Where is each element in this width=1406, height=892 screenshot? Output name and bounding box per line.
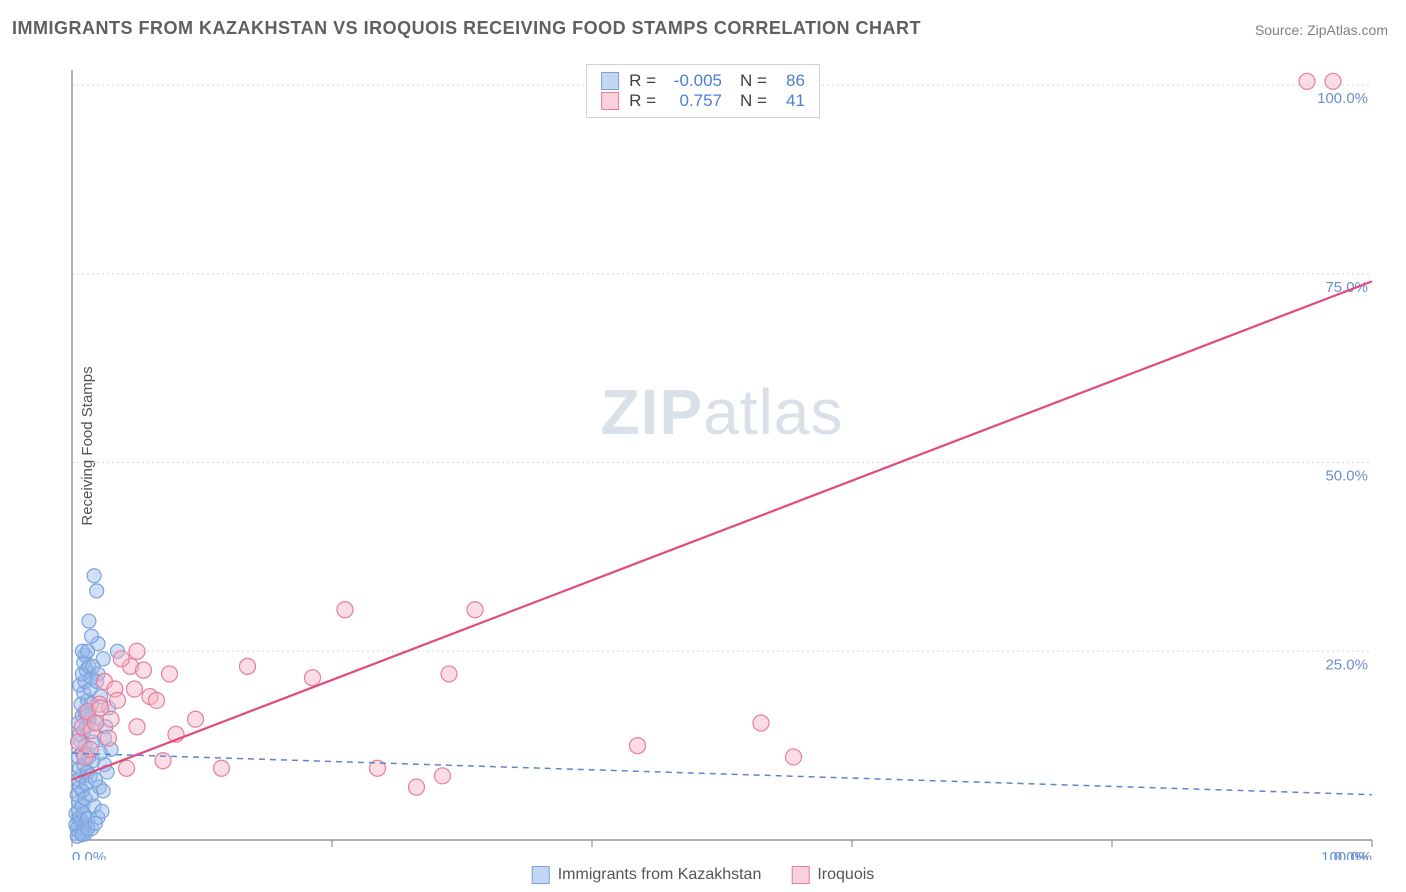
- bottom-legend-item-2: Iroquois: [791, 866, 874, 884]
- r-value-series2: 0.757: [666, 91, 722, 111]
- n-value-series2: 41: [777, 91, 805, 111]
- source-label: Source:: [1255, 22, 1303, 38]
- bottom-legend-item-1: Immigrants from Kazakhstan: [532, 866, 762, 884]
- legend-stats-box: R = -0.005 N = 86 R = 0.757 N = 41: [586, 64, 820, 118]
- source-attribution: Source: ZipAtlas.com: [1255, 22, 1388, 38]
- bottom-swatch-series1: [532, 866, 550, 884]
- r-label: R =: [629, 91, 656, 111]
- svg-text:50.0%: 50.0%: [1325, 468, 1368, 485]
- svg-text:25.0%: 25.0%: [1325, 656, 1368, 673]
- n-value-series1: 86: [777, 71, 805, 91]
- svg-text:100.0%: 100.0%: [1317, 90, 1368, 107]
- svg-text:75.0%: 75.0%: [1325, 279, 1368, 296]
- n-label: N =: [740, 91, 767, 111]
- bottom-legend: Immigrants from Kazakhstan Iroquois: [532, 866, 875, 884]
- r-value-series1: -0.005: [666, 71, 722, 91]
- bottom-swatch-series2: [791, 866, 809, 884]
- legend-swatch-series1: [601, 72, 619, 90]
- svg-text:0.0%: 0.0%: [1334, 849, 1368, 860]
- source-value: ZipAtlas.com: [1307, 22, 1388, 38]
- svg-text:0.0%: 0.0%: [72, 849, 106, 860]
- r-label: R =: [629, 71, 656, 91]
- n-label: N =: [740, 71, 767, 91]
- legend-swatch-series2: [601, 92, 619, 110]
- chart-title: IMMIGRANTS FROM KAZAKHSTAN VS IROQUOIS R…: [12, 18, 921, 39]
- series1-label: Immigrants from Kazakhstan: [558, 866, 762, 884]
- series2-label: Iroquois: [817, 866, 874, 884]
- chart-area: 0.0%100.0%0.0%25.0%50.0%75.0%100.0% ZIPa…: [52, 60, 1392, 860]
- scatter-chart-svg: 0.0%100.0%0.0%25.0%50.0%75.0%100.0%: [52, 60, 1392, 860]
- legend-stats-row-2: R = 0.757 N = 41: [601, 91, 805, 111]
- legend-stats-row-1: R = -0.005 N = 86: [601, 71, 805, 91]
